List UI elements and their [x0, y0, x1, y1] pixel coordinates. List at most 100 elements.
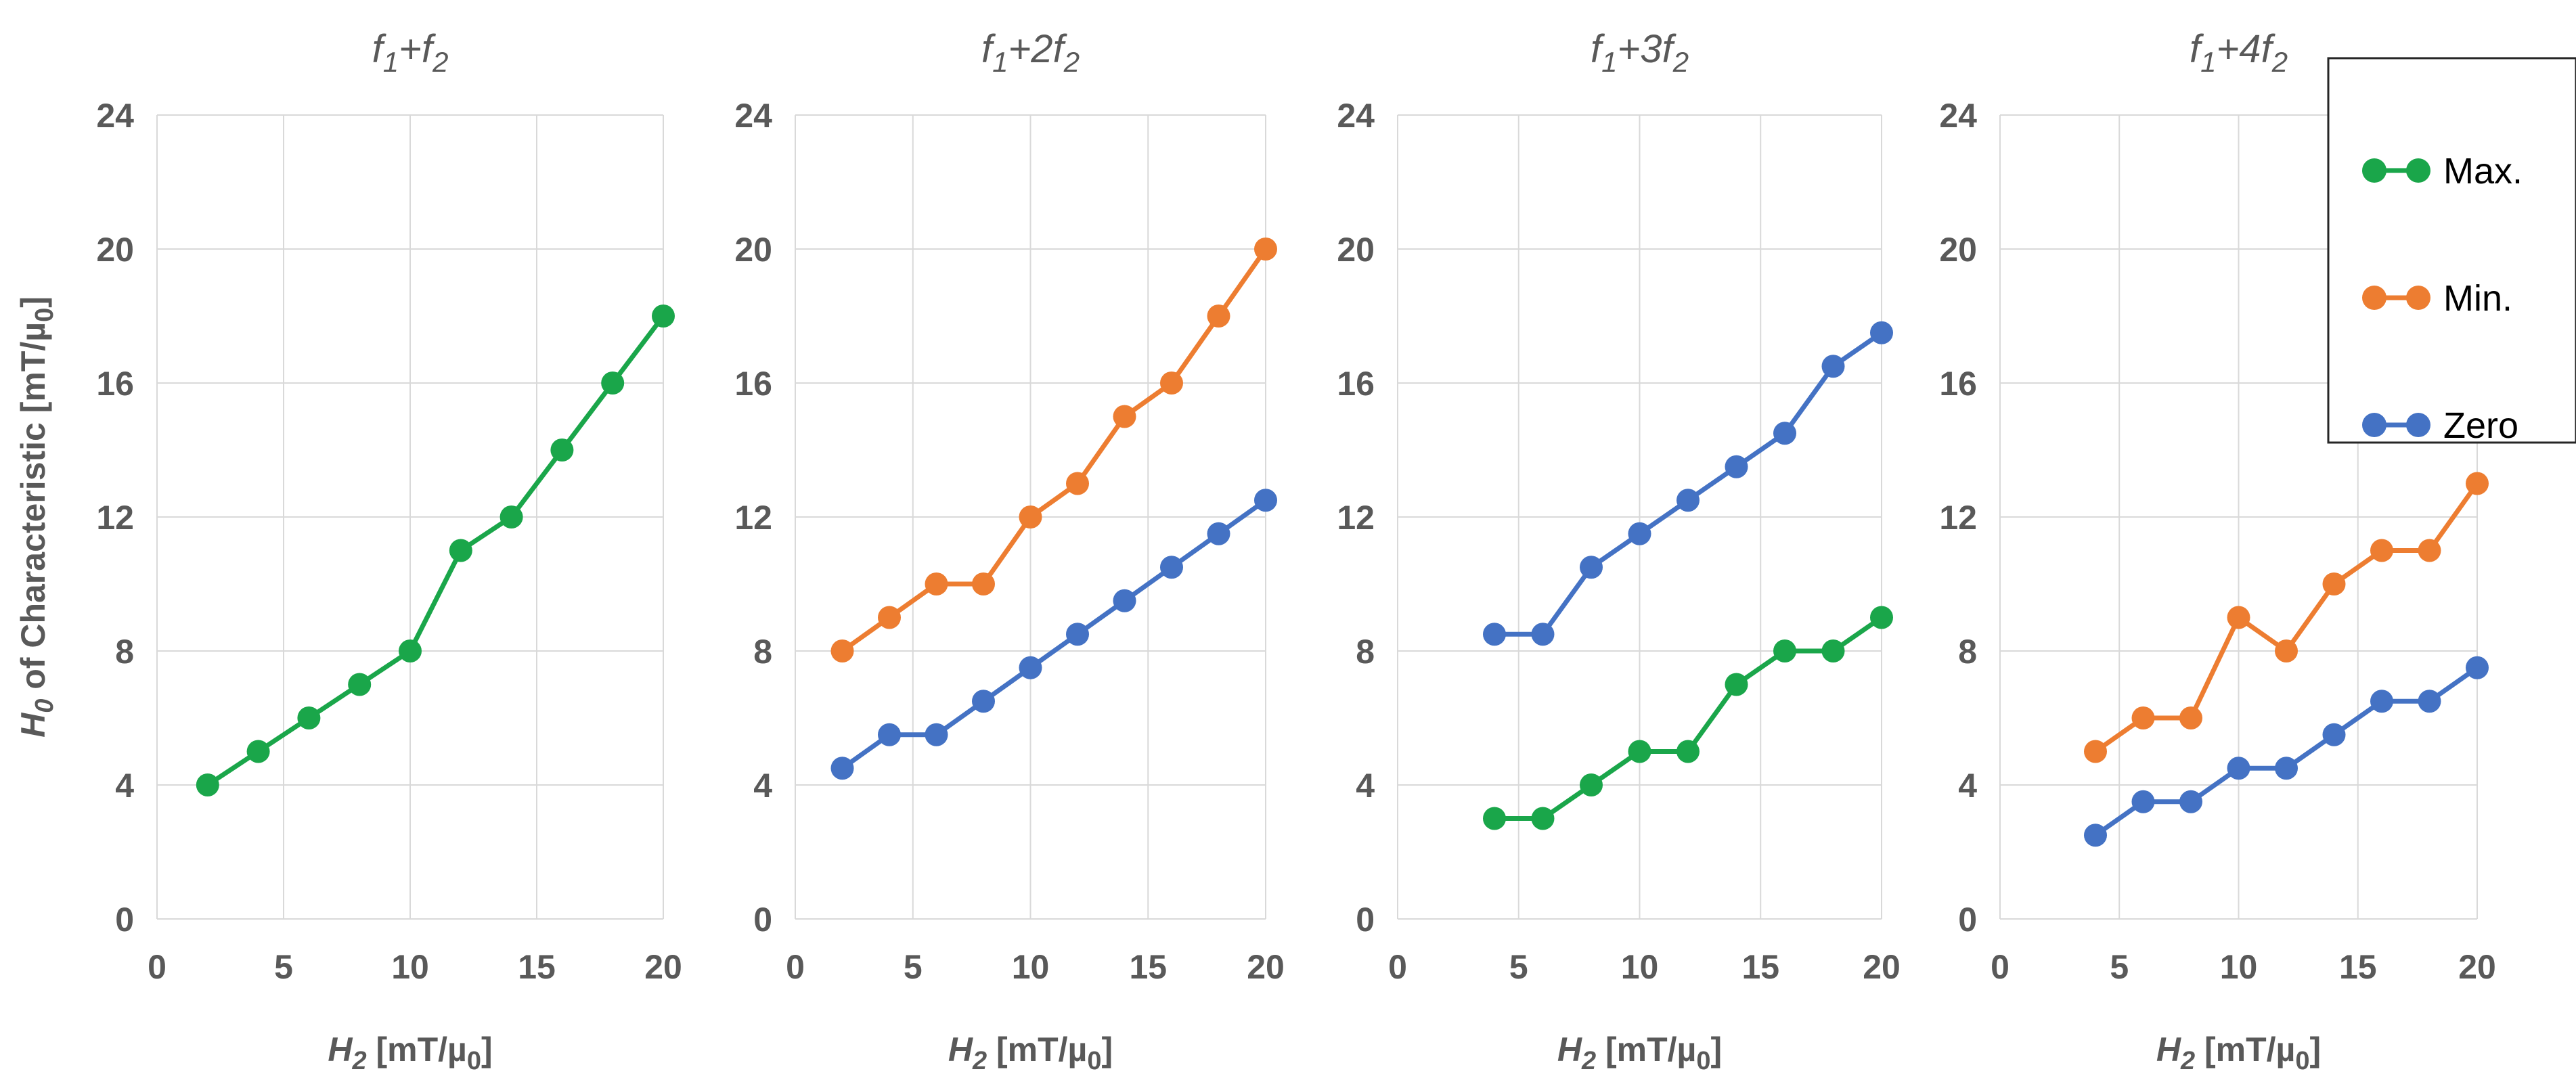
chart-title: f1+f2 [372, 27, 449, 78]
x-tick-label: 15 [518, 948, 556, 986]
data-point [348, 673, 372, 696]
data-point [878, 606, 901, 629]
legend-item-zero: Zero [2362, 405, 2518, 446]
series-line [841, 498, 1268, 771]
y-tick-label: 24 [1939, 97, 1977, 135]
data-point [2179, 790, 2202, 813]
data-point [2131, 790, 2155, 813]
data-point [2275, 757, 2298, 780]
chart-panel-3: 0 4 8 12 16 20 24 0 5 10 15 20 f1+3f2 H2 [mT/µ0] [1337, 27, 1900, 1075]
data-point [246, 740, 270, 763]
chart-title: f1+4f2 [2190, 27, 2288, 78]
data-point [1725, 455, 1748, 478]
data-point [830, 757, 854, 780]
x-tick-label: 10 [2220, 948, 2258, 986]
data-point [1870, 606, 1893, 629]
y-tick-label: 12 [96, 499, 134, 537]
x-axis-label: H2 [mT/µ0] [328, 1031, 492, 1075]
x-tick-label: 0 [148, 948, 166, 986]
data-point [1531, 807, 1555, 830]
data-point [925, 723, 948, 746]
x-tick-label: 15 [1129, 948, 1167, 986]
x-tick-label: 20 [644, 948, 682, 986]
data-point [2227, 606, 2250, 629]
data-point [652, 305, 675, 328]
data-point [1821, 355, 1845, 378]
data-point [1483, 623, 1506, 646]
chart-panel-4: 0 4 8 12 16 20 24 0 5 10 15 20 f1+4f2 H2 [mT/µ0] [1939, 27, 2495, 1075]
series-max [196, 305, 675, 796]
x-tick-label: 20 [2458, 948, 2496, 986]
legend-marker [2362, 158, 2386, 183]
data-point [2418, 690, 2441, 713]
data-point [550, 438, 574, 462]
data-point [1066, 472, 1089, 495]
x-tick-label: 15 [1741, 948, 1779, 986]
y-tick-label: 8 [1958, 633, 1977, 671]
data-point [2370, 539, 2393, 562]
y-tick-label: 0 [1958, 901, 1977, 939]
data-point [972, 572, 995, 595]
y-tick-label: 8 [115, 633, 134, 671]
data-point [1207, 305, 1230, 328]
data-point [2179, 706, 2202, 729]
y-tick-label: 8 [753, 633, 772, 671]
data-point [1207, 522, 1230, 545]
x-tick-label: 0 [1388, 948, 1407, 986]
legend-label: Min. [2443, 278, 2512, 319]
data-point [2466, 472, 2489, 495]
legend-marker [2362, 286, 2386, 310]
y-tick-label: 12 [734, 499, 772, 537]
x-tick-label: 10 [1012, 948, 1050, 986]
y-tick-label: 20 [1337, 231, 1375, 269]
y-tick-label: 16 [96, 365, 134, 403]
x-tick-label: 0 [1991, 948, 2009, 986]
y-tick-label: 16 [734, 365, 772, 403]
data-point [2084, 740, 2107, 763]
y-tick-label: 0 [1356, 901, 1375, 939]
data-point [2275, 639, 2298, 662]
legend: Max. Min. Zero [2327, 57, 2576, 446]
x-axis-label: H2 [mT/µ0] [2156, 1031, 2321, 1075]
y-axis-label: H0 of Characteristic [mT/µ0] [14, 296, 59, 738]
x-tick-label: 10 [391, 948, 429, 986]
data-point [830, 639, 854, 662]
legend-label: Zero [2443, 405, 2518, 446]
data-point [1580, 556, 1603, 579]
y-tick-label: 0 [753, 901, 772, 939]
data-point [2084, 824, 2107, 847]
data-point [1019, 656, 1042, 679]
data-point [1531, 623, 1555, 646]
chart-title: f1+2f2 [981, 27, 1080, 78]
data-point [1870, 321, 1893, 344]
x-tick-label: 5 [2110, 948, 2129, 986]
data-point [878, 723, 901, 746]
legend-marker [2362, 413, 2386, 437]
legend-box [2327, 57, 2576, 444]
y-tick-label: 4 [753, 767, 772, 805]
legend-item-min: Min. [2362, 278, 2512, 319]
y-tick-label: 16 [1939, 365, 1977, 403]
y-tick-label: 24 [1337, 97, 1375, 135]
data-point [1773, 422, 1796, 445]
data-point [2418, 539, 2441, 562]
data-point [1676, 489, 1700, 512]
series-line [1494, 330, 1883, 637]
data-point [1821, 639, 1845, 662]
y-tick-label: 24 [734, 97, 772, 135]
chart-panel-2: 0 4 8 12 16 20 24 0 5 10 15 20 f1+2f2 H2 [mT/µ0] [734, 27, 1284, 1075]
x-tick-label: 10 [1621, 948, 1659, 986]
data-point [1725, 673, 1748, 696]
data-point [449, 539, 472, 562]
series-line [2093, 665, 2479, 838]
x-tick-label: 20 [1863, 948, 1901, 986]
y-tick-label: 12 [1337, 499, 1375, 537]
data-point [2131, 706, 2155, 729]
data-point [196, 773, 219, 796]
legend-marker [2406, 413, 2430, 437]
x-tick-label: 5 [274, 948, 293, 986]
data-point [499, 505, 523, 528]
data-point [399, 639, 422, 662]
data-point [1580, 773, 1603, 796]
